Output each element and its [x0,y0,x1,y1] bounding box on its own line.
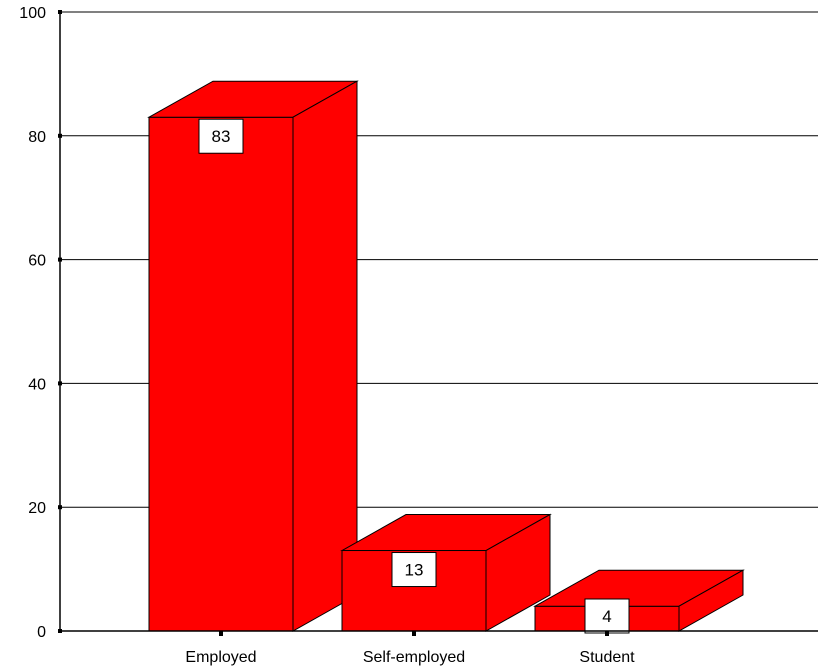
x-category-label: Self-employed [363,649,465,666]
x-tick-mark [219,631,223,636]
y-tick-mark [58,133,62,138]
x-category-label: Student [579,649,635,666]
bar-student: 4 [533,569,745,634]
y-tick-mark [58,629,62,633]
y-tick-label: 0 [37,624,46,641]
y-tick-label: 100 [19,5,46,22]
bar-side-face [485,513,551,632]
y-tick-mark [58,10,62,14]
bar-employed: 83 [147,80,359,632]
x-axis-ticks: Employed Self-employed Student [185,631,635,666]
bar-side-face [678,569,744,632]
data-label-box [198,118,244,154]
x-tick-mark [605,631,609,636]
data-label-box [584,598,630,634]
y-tick-label: 20 [28,500,46,517]
y-tick-mark [58,381,62,386]
y-tick-mark [58,257,62,262]
data-label: 13 [405,561,424,580]
y-tick-label: 60 [28,253,46,270]
y-axis-ticks: 0 20 40 60 80 100 [19,5,62,641]
bar-self-employed: 13 [340,513,552,632]
data-label: 83 [212,127,231,146]
bars: 83 13 4 [147,80,745,634]
y-tick-label: 40 [28,376,46,393]
x-tick-mark [412,631,416,636]
y-tick-mark [58,505,62,510]
data-label: 4 [602,607,611,626]
y-tick-label: 80 [28,129,46,146]
x-category-label: Employed [185,649,256,666]
data-label-box [391,552,437,588]
axes [59,12,818,632]
bar-front-face [148,116,294,632]
